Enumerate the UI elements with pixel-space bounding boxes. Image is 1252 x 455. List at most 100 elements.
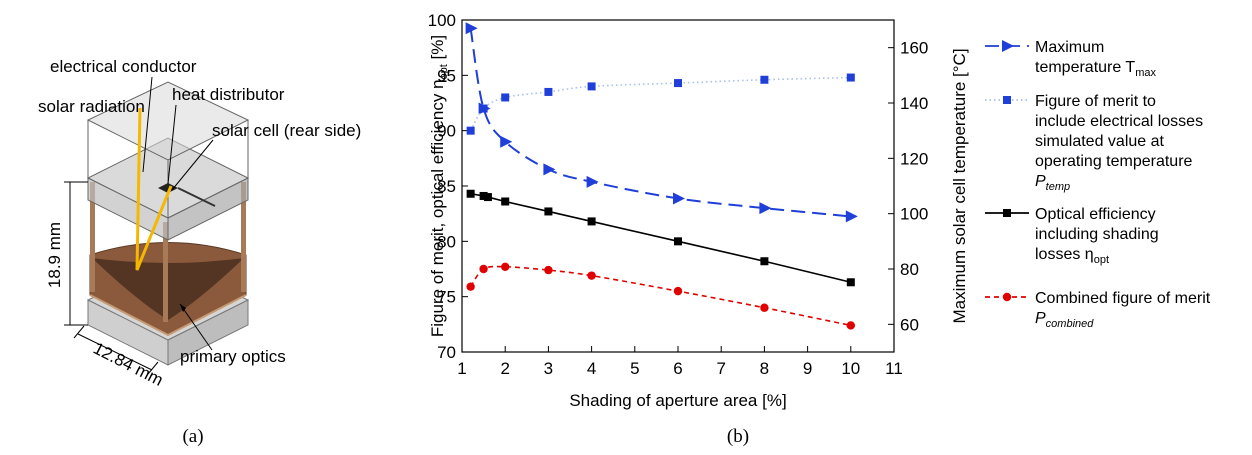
- label-solar-cell: solar cell (rear side): [212, 121, 361, 140]
- data-point-tmax: [543, 163, 556, 176]
- y-left-tick-label: 90: [437, 122, 456, 141]
- x-tick-label: 4: [587, 359, 596, 378]
- legend-entry-ptemp: Figure of merit to include electrical los…: [985, 93, 1203, 193]
- series-line-pcomb: [469, 265, 851, 327]
- optics-rim: [89, 294, 247, 337]
- legend-text: temperature Tmax: [1035, 59, 1156, 79]
- wall-left: [90, 182, 95, 292]
- leader-cell: [171, 139, 214, 191]
- legend-subscript: max: [1135, 67, 1156, 79]
- y-right-tick-label: 100: [900, 205, 928, 224]
- data-point-pcomb: [846, 321, 855, 330]
- legend-marker-eta: [1003, 209, 1011, 217]
- x-tick-label: 2: [500, 359, 509, 378]
- panel-b-chart: 1 2 3 4 5 6 7 8 9 10 11 70 75 80 85 90 95 100 60 80 100 120 14…: [428, 11, 1211, 447]
- x-tick-label: 3: [544, 359, 553, 378]
- data-point-pcomb: [673, 286, 683, 296]
- data-point-pcomb: [760, 303, 769, 312]
- data-point-ptemp: [760, 75, 769, 84]
- solar-cell: [158, 183, 178, 193]
- caption-b: (b): [727, 426, 749, 447]
- series-ptemp: [466, 73, 855, 135]
- y-left-tick-label: 95: [437, 66, 456, 85]
- data-point-pcomb: [479, 264, 488, 274]
- data-point-eta: [466, 189, 475, 198]
- label-solar-radiation: solar radiation: [38, 97, 145, 116]
- data-point-pcomb: [501, 262, 510, 271]
- legend-marker-ptemp: [1003, 96, 1011, 104]
- x-tick-label: 11: [885, 359, 903, 378]
- wall-center: [163, 222, 168, 322]
- label-height: 18.9 mm: [45, 222, 64, 288]
- legend-math-subscript: temp: [1046, 181, 1070, 193]
- x-tick-label: 8: [760, 359, 769, 378]
- y-right-tick-label: 160: [900, 39, 928, 58]
- legend-marker-pcomb: [1002, 292, 1012, 302]
- data-point-eta: [587, 217, 596, 226]
- data-point-eta: [479, 191, 488, 200]
- data-point-tmax: [845, 210, 858, 223]
- caption-a: (a): [182, 426, 203, 447]
- y-left-tick-label: 80: [437, 232, 456, 251]
- x-tick-label: 9: [803, 359, 812, 378]
- data-point-ptemp: [587, 82, 596, 91]
- leader-optics-arrow: [180, 304, 186, 312]
- x-tick-label: 10: [841, 359, 860, 378]
- data-point-tmax: [465, 22, 478, 35]
- series-eta: [466, 189, 855, 287]
- dim-width-a: [73, 325, 85, 339]
- label-electrical-conductor: electrical conductor: [50, 57, 197, 76]
- solar-radiation-ray: [135, 107, 173, 271]
- data-point-tmax: [500, 135, 513, 148]
- y-left-axis-label: Figure of merit, optical efficiency ηopt…: [428, 35, 450, 337]
- y-right-tick-label: 60: [900, 315, 919, 334]
- data-point-eta: [760, 257, 769, 266]
- legend-math: Ptemp: [1035, 173, 1070, 193]
- axis-ticks: 1 2 3 4 5 6 7 8 9 10 11 70 75 80 85 90 95 100 60 80 100 120 14…: [428, 11, 929, 378]
- data-point-eta: [483, 193, 492, 202]
- data-point-ptemp: [846, 73, 855, 82]
- series-pcomb: [466, 262, 855, 330]
- y-right-tick-label: 80: [900, 260, 919, 279]
- legend-text: include electrical losses: [1035, 113, 1203, 130]
- conductor-wire: [177, 187, 216, 207]
- data-point-ptemp: [674, 79, 682, 88]
- data-point-eta: [846, 278, 855, 287]
- data-point-eta: [501, 197, 510, 206]
- legend-text: Optical efficiency: [1035, 206, 1156, 223]
- data-point-eta: [674, 237, 682, 246]
- label-primary-optics: primary optics: [180, 347, 286, 366]
- x-tick-label: 7: [716, 359, 725, 378]
- data-point-ptemp: [479, 104, 488, 113]
- dim-width-line: [77, 333, 153, 371]
- y-left-label-unit: [%]: [428, 35, 447, 64]
- data-point-ptemp: [501, 93, 510, 102]
- panel-a-illustration: electrical conductor solar radiation hea…: [38, 57, 361, 447]
- top-side-right: [167, 177, 249, 241]
- x-tick-label: 5: [630, 359, 639, 378]
- y-right-axis-label: Maximum solar cell temperature [°C]: [950, 48, 969, 323]
- data-point-tmax: [673, 192, 685, 205]
- bottom-plate-right: [167, 299, 249, 366]
- series-line-tmax: [469, 28, 851, 218]
- data-point-tmax: [586, 175, 599, 188]
- y-left-label-main: Figure of merit, optical efficiency η: [428, 79, 447, 337]
- data-point-pcomb: [466, 282, 475, 291]
- x-tick-label: 6: [673, 359, 682, 378]
- y-left-tick-label: 75: [437, 288, 456, 307]
- data-point-pcomb: [587, 271, 596, 280]
- legend-math-subscript: combined: [1046, 318, 1095, 330]
- wall-right: [241, 182, 246, 292]
- plot-frame: [461, 19, 895, 353]
- y-right-tick-label: 120: [900, 149, 928, 168]
- data-point-ptemp: [544, 87, 553, 96]
- data-point-tmax: [759, 202, 772, 215]
- legend-text: Combined figure of merit: [1035, 290, 1211, 307]
- legend-entry-tmax: Maximum temperature Tmax: [985, 39, 1156, 79]
- data-point-eta: [544, 207, 553, 216]
- leader-optics: [179, 303, 213, 351]
- series-tmax: [465, 22, 858, 223]
- legend-entry-eta: Optical efficiency including shading losse…: [985, 206, 1159, 266]
- legend-text: Maximum: [1035, 39, 1104, 56]
